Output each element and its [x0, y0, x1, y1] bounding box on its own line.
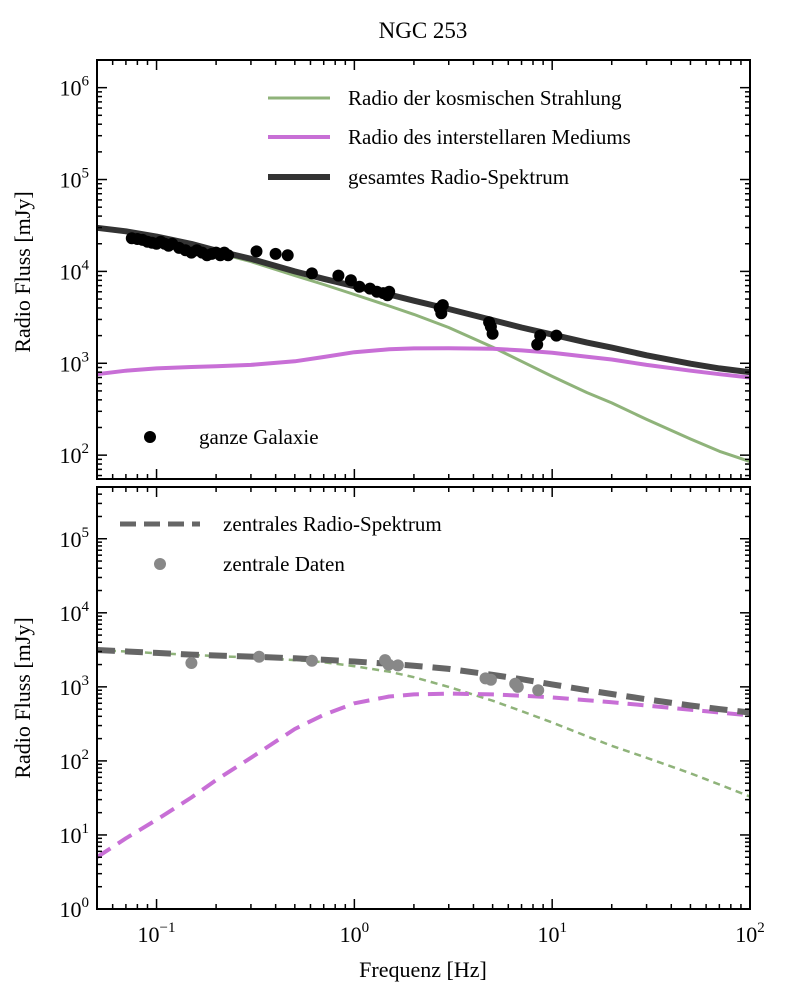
y-tick-label: 101 [60, 821, 90, 848]
y-tick-label: 105 [60, 166, 90, 193]
data-point [305, 267, 318, 280]
y-tick-label: 100 [60, 895, 90, 922]
top-points [125, 232, 563, 351]
bottom-plot-frame [96, 486, 751, 910]
series-line [96, 346, 751, 380]
x-tick-label: 101 [537, 920, 567, 947]
x-tick-label: 10−1 [138, 920, 176, 947]
y-tick-label: 102 [60, 441, 90, 468]
data-point [332, 269, 345, 282]
data-point [391, 659, 404, 672]
data-point [511, 680, 524, 693]
x-tick-label: 100 [340, 920, 370, 947]
y-tick-label: 106 [60, 74, 90, 101]
y-tick-label: 104 [60, 599, 90, 626]
data-point [253, 650, 266, 663]
data-point [550, 329, 563, 342]
chart-title: NGC 253 [379, 18, 468, 43]
y-axis-label-top: Radio Fluss [mJy] [10, 191, 35, 352]
legend-label-total: gesamtes Radio-Spektrum [348, 165, 569, 189]
y-tick-label: 104 [60, 257, 90, 284]
legend-label-central-spectrum: zentrales Radio-Spektrum [223, 512, 442, 536]
top-legend: Radio der kosmischen Strahlung Radio des… [144, 86, 631, 449]
data-point [269, 247, 282, 260]
data-point [486, 327, 499, 340]
x-tick-label: 102 [735, 920, 765, 947]
data-point [532, 684, 545, 697]
x-axis-label: Frequenz [Hz] [359, 957, 487, 982]
data-point [305, 654, 318, 667]
data-point [534, 329, 547, 342]
y-tick-label: 103 [60, 673, 90, 700]
series-line [96, 648, 751, 798]
legend-label-ism: Radio des interstellaren Mediums [348, 125, 631, 149]
data-point [484, 673, 497, 686]
data-point [185, 657, 198, 669]
legend-label-central-data: zentrale Daten [223, 552, 345, 576]
series-line [96, 227, 751, 464]
top-curves [96, 224, 751, 464]
data-point [436, 299, 449, 312]
legend-marker-central-data [154, 558, 166, 570]
bottom-legend: zentrales Radio-Spektrum zentrale Daten [120, 512, 442, 576]
series-line [95, 691, 751, 859]
top-panel: NGC 253 Radio Fluss [mJy] 10210310410510… [10, 18, 751, 480]
bottom-points [185, 650, 545, 697]
data-point [382, 658, 395, 671]
data-point [222, 249, 235, 262]
y-tick-label: 105 [60, 525, 90, 552]
legend-label-cosmic-ray: Radio der kosmischen Strahlung [348, 86, 622, 110]
data-point [250, 245, 263, 258]
legend-marker-whole-galaxy [144, 431, 156, 443]
data-point [281, 249, 294, 262]
y-tick-label: 102 [60, 747, 90, 774]
bottom-ticks: 100 101 102 103 104 105 10−1 100 101 102 [60, 486, 765, 947]
data-point [353, 280, 366, 293]
bottom-panel: Radio Fluss [mJy] Frequenz [Hz] 10010110… [10, 486, 765, 982]
top-plot-frame [96, 59, 751, 480]
data-point [383, 285, 396, 298]
top-ticks: 102 103 104 105 106 [60, 59, 751, 479]
data-point [344, 274, 357, 287]
bottom-curves [95, 647, 751, 859]
legend-label-whole-galaxy: ganze Galaxie [199, 425, 319, 449]
y-axis-label-bottom: Radio Fluss [mJy] [10, 617, 35, 778]
y-tick-label: 103 [60, 349, 90, 376]
series-line [96, 647, 751, 716]
